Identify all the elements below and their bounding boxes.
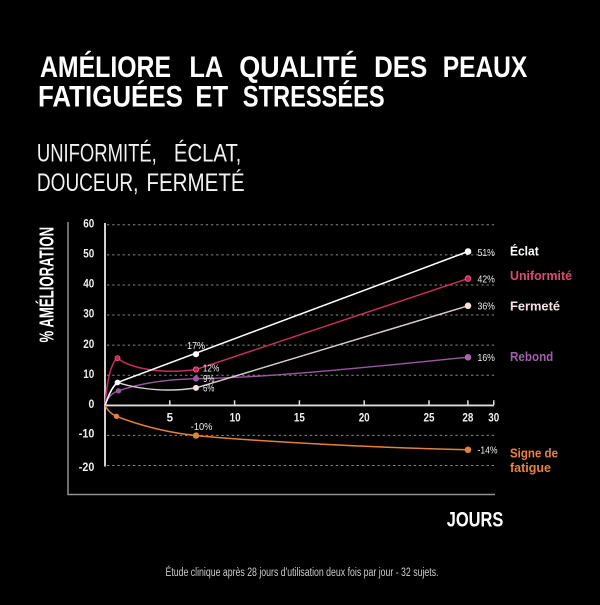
svg-text:DOUCEUR,: DOUCEUR, <box>37 169 138 197</box>
svg-text:Signe de: Signe de <box>510 445 558 460</box>
svg-text:UNIFORMITÉ,: UNIFORMITÉ, <box>37 139 157 168</box>
svg-text:15: 15 <box>294 413 306 425</box>
svg-text:6%: 6% <box>203 384 215 395</box>
svg-text:Étude clinique après 28 jours: Étude clinique après 28 jours d'utilisat… <box>166 566 439 579</box>
svg-text:fatigue: fatigue <box>510 460 551 475</box>
svg-text:Uniformité: Uniformité <box>510 268 572 283</box>
svg-text:30: 30 <box>83 309 94 321</box>
svg-text:LA: LA <box>189 51 223 84</box>
svg-text:20: 20 <box>83 339 94 351</box>
svg-text:51%: 51% <box>478 248 495 259</box>
svg-text:25: 25 <box>424 413 436 425</box>
svg-text:5: 5 <box>167 413 174 425</box>
svg-text:ET: ET <box>195 81 228 114</box>
svg-text:Fermeté: Fermeté <box>510 298 560 313</box>
svg-text:12%: 12% <box>203 364 220 375</box>
svg-text:Rebond: Rebond <box>510 349 553 364</box>
svg-text:50: 50 <box>83 249 94 261</box>
svg-text:JOURS: JOURS <box>447 509 504 532</box>
svg-text:0: 0 <box>89 399 95 411</box>
svg-text:STRESSÉES: STRESSÉES <box>243 80 385 114</box>
svg-text:10: 10 <box>230 413 241 425</box>
svg-text:60: 60 <box>83 219 94 231</box>
svg-text:40: 40 <box>83 279 94 291</box>
svg-text:10: 10 <box>83 369 94 381</box>
svg-text:28: 28 <box>462 413 474 425</box>
svg-text:30: 30 <box>488 413 499 425</box>
svg-text:42%: 42% <box>478 274 495 285</box>
svg-text:QUALITÉ: QUALITÉ <box>239 50 357 84</box>
svg-text:% AMÉLIORATION: % AMÉLIORATION <box>36 227 59 343</box>
svg-text:AMÉLIORE: AMÉLIORE <box>40 50 171 84</box>
svg-text:-10: -10 <box>79 428 95 440</box>
svg-text:36%: 36% <box>478 302 495 313</box>
svg-text:20: 20 <box>359 413 370 425</box>
svg-text:Éclat: Éclat <box>510 243 539 258</box>
svg-text:-14%: -14% <box>478 446 498 457</box>
svg-text:FERMETÉ: FERMETÉ <box>146 168 244 197</box>
svg-text:-10%: -10% <box>191 422 213 433</box>
svg-text:16%: 16% <box>478 353 495 364</box>
svg-text:DES: DES <box>374 51 427 84</box>
svg-text:ÉCLAT,: ÉCLAT, <box>174 139 241 168</box>
svg-text:PEAUX: PEAUX <box>443 51 528 84</box>
svg-text:-20: -20 <box>79 462 95 474</box>
svg-text:FATIGUÉES: FATIGUÉES <box>38 80 183 114</box>
svg-text:9%: 9% <box>203 374 215 385</box>
svg-text:17%: 17% <box>187 341 205 352</box>
